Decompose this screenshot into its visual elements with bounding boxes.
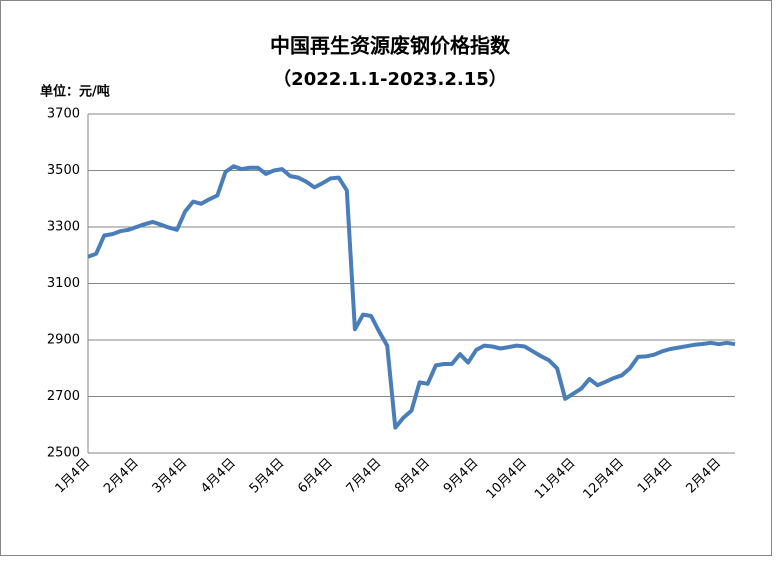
chart-border [0,0,772,556]
y-tick-label: 2900 [47,333,80,348]
y-tick-label: 3100 [47,276,80,291]
y-tick-label: 2500 [47,446,80,461]
y-tick-label: 3300 [47,220,80,235]
y-tick-label: 3500 [47,163,80,178]
y-tick-label: 2700 [47,389,80,404]
chart-title: 中国再生资源废钢价格指数 [270,34,511,58]
y-tick-label: 3700 [47,107,80,122]
unit-label: 单位：元/吨 [40,84,110,100]
chart-subtitle: （2022.1.1-2023.2.15） [273,69,507,90]
data-line [87,164,736,430]
